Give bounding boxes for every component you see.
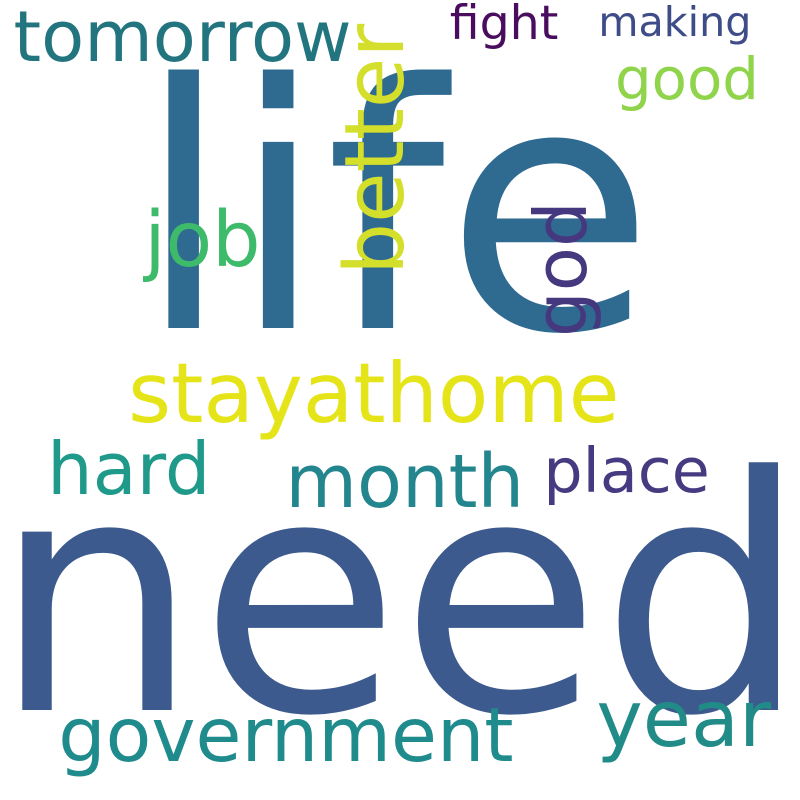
word-fight: fight — [449, 0, 559, 51]
word-need: need — [0, 407, 800, 788]
word-making: making — [598, 0, 752, 47]
word-stayathome: stayathome — [128, 345, 620, 442]
word-month: month — [285, 440, 525, 526]
word-god: god — [519, 200, 604, 337]
word-better: better — [328, 23, 424, 275]
word-tomorrow: tomorrow — [13, 0, 352, 78]
word-good: good — [615, 45, 759, 114]
word-hard: hard — [47, 426, 211, 511]
word-place: place — [543, 434, 710, 507]
word-life: life — [136, 13, 655, 410]
word-government: government — [58, 692, 514, 780]
word-job: job — [144, 194, 261, 284]
word-year: year — [596, 673, 772, 765]
